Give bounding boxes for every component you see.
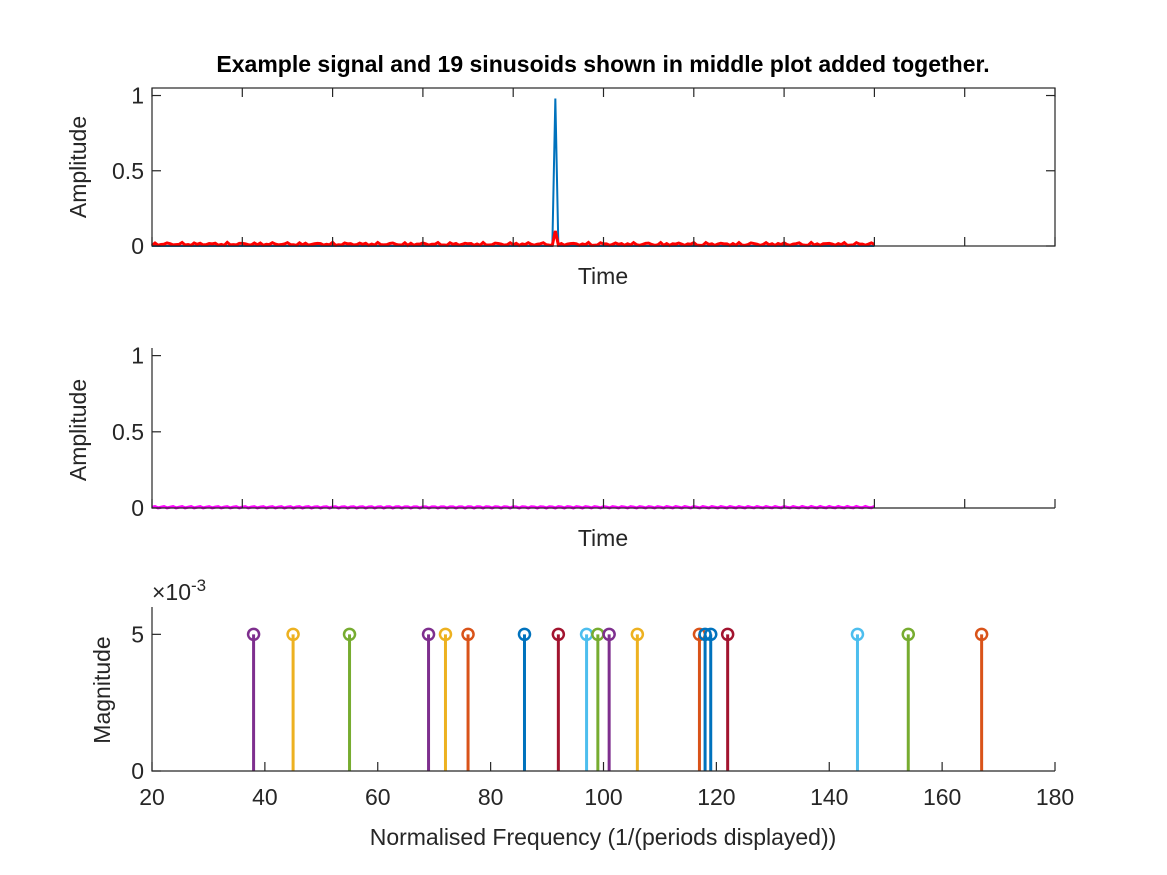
bottom-plot-xtick-label: 120 xyxy=(697,784,735,810)
bottom-plot-xtick-label: 60 xyxy=(365,784,391,810)
stem xyxy=(698,627,712,771)
top-plot-ytick-label: 1 xyxy=(131,83,144,109)
stem-marker xyxy=(974,627,989,642)
middle-plot-ytick-label: 0 xyxy=(131,495,144,521)
bottom-plot-xtick-label: 100 xyxy=(584,784,622,810)
bottom-plot-xtick-label: 20 xyxy=(139,784,165,810)
stem xyxy=(901,627,916,771)
bottom-plot-xtick-label: 160 xyxy=(923,784,961,810)
bottom-plot-ylabel: Magnitude xyxy=(89,636,115,743)
stem-marker xyxy=(517,627,532,642)
bottom-plot-exponent: ×10-3 xyxy=(152,576,206,605)
stem-marker xyxy=(720,627,735,642)
middle-plot-ylabel: Amplitude xyxy=(65,379,91,481)
stem xyxy=(246,627,261,771)
bottom-plot-ytick-label: 0 xyxy=(131,758,144,784)
stem-marker xyxy=(703,627,718,642)
top-plot-frame xyxy=(151,87,1056,247)
stem xyxy=(517,627,532,771)
stem xyxy=(630,627,645,771)
stem xyxy=(438,627,453,771)
stem-marker xyxy=(630,627,645,642)
stem-marker xyxy=(421,627,436,642)
stem xyxy=(602,627,616,771)
stem xyxy=(703,627,718,771)
top-plot: 00.51 Time Amplitude xyxy=(65,83,1056,289)
bottom-plot-xtick-label: 80 xyxy=(478,784,504,810)
middle-plot: 00.51 Time Amplitude xyxy=(65,343,1056,551)
bottom-plot-ytick-label: 5 xyxy=(131,621,144,647)
stem xyxy=(850,627,865,771)
stem xyxy=(692,627,707,771)
bottom-plot-xlabel: Normalised Frequency (1/(periods display… xyxy=(370,824,837,850)
middle-plot-xlabel: Time xyxy=(578,525,628,551)
top-plot-ticks: 00.51 xyxy=(112,83,1056,259)
signal-line xyxy=(152,98,875,247)
stem xyxy=(974,627,989,771)
middle-plot-ytick-label: 0.5 xyxy=(112,419,144,445)
stem xyxy=(461,627,475,771)
bottom-plot-xtick-label: 140 xyxy=(810,784,848,810)
stem-marker xyxy=(286,627,300,642)
stem xyxy=(421,627,436,771)
stem xyxy=(551,627,566,771)
stem xyxy=(286,627,300,771)
stem-marker xyxy=(438,627,453,642)
bottom-plot-data xyxy=(246,627,989,771)
stem-marker xyxy=(901,627,916,642)
top-plot-xlabel: Time xyxy=(578,263,628,289)
stem-marker xyxy=(461,627,475,642)
bottom-plot: 20 40 60 80 100 120 140 160 180 0 5 ×10-3 Normalis… xyxy=(89,576,1074,850)
middle-plot-ytick-label: 1 xyxy=(131,343,144,369)
top-plot-data xyxy=(151,98,876,248)
exponent-base: ×10 xyxy=(152,579,191,605)
stem xyxy=(342,627,357,771)
stem xyxy=(720,627,735,771)
stem-marker xyxy=(602,627,616,642)
stem xyxy=(591,627,605,771)
stem-marker xyxy=(342,627,357,642)
stem-marker xyxy=(246,627,261,642)
bottom-plot-xtick-label: 180 xyxy=(1036,784,1074,810)
top-plot-ytick-label: 0 xyxy=(131,233,144,259)
bottom-plot-xtick-label: 40 xyxy=(252,784,278,810)
stem-marker xyxy=(850,627,865,642)
middle-plot-ticks: 00.51 xyxy=(112,343,1056,521)
stem-marker xyxy=(551,627,566,642)
stem xyxy=(579,627,594,771)
exponent-power: -3 xyxy=(191,576,206,595)
bottom-plot-ticks: 20 40 60 80 100 120 140 160 180 0 5 xyxy=(131,621,1074,810)
top-plot-ytick-label: 0.5 xyxy=(112,158,144,184)
middle-plot-axes xyxy=(151,348,1055,509)
top-plot-ylabel: Amplitude xyxy=(65,116,91,218)
figure-title: Example signal and 19 sinusoids shown in… xyxy=(216,51,989,77)
